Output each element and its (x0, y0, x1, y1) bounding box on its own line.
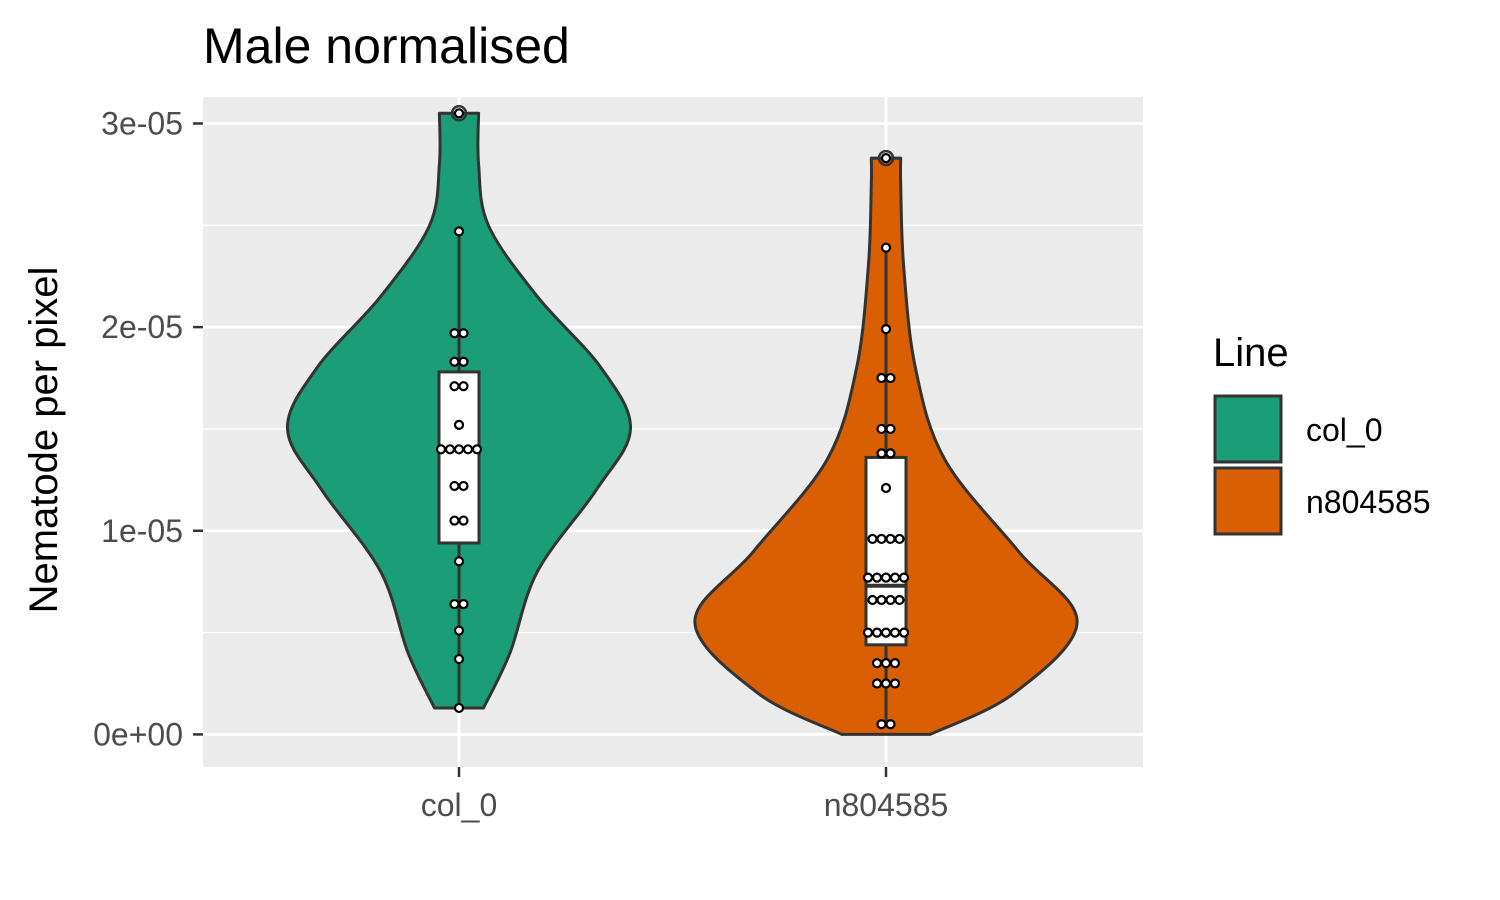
data-point (880, 482, 892, 494)
legend-key-col_0 (1213, 394, 1283, 464)
legend-label: col_0 (1306, 412, 1383, 448)
data-point (885, 423, 896, 435)
y-tick-label: 3e-05 (101, 105, 183, 141)
data-point (458, 515, 469, 526)
legend-key-n804585 (1213, 466, 1283, 536)
data-point (449, 480, 460, 492)
data-point (894, 533, 905, 545)
data-point (449, 328, 460, 339)
data-point (876, 448, 887, 459)
data-point (453, 625, 465, 636)
legend-title: Line (1213, 331, 1289, 375)
data-point (871, 627, 883, 638)
data-point (458, 480, 469, 492)
data-point (862, 572, 874, 583)
data-point (453, 556, 465, 567)
data-point (880, 627, 892, 638)
max-point-ring (877, 149, 895, 167)
data-point (867, 594, 878, 606)
data-point (880, 324, 892, 335)
data-point (453, 653, 465, 665)
data-point (458, 328, 469, 339)
data-point (449, 598, 460, 610)
data-point (449, 356, 460, 367)
y-axis: 0e+00 1e-05 2e-05 3e-05 (93, 105, 203, 752)
series-col_0 (285, 105, 633, 714)
data-point (885, 448, 896, 459)
data-point (889, 658, 901, 669)
max-point-ring (450, 105, 468, 122)
data-point (453, 702, 465, 714)
x-tick-label: col_0 (421, 787, 498, 823)
chart-title: Male normalised (203, 18, 570, 74)
data-point (894, 594, 905, 606)
y-axis-title: Nematode per pixel (22, 267, 66, 614)
data-point (876, 423, 887, 435)
data-point (885, 719, 896, 730)
y-tick-label: 0e+00 (93, 716, 183, 752)
data-point (876, 533, 887, 545)
x-tick-label: n804585 (824, 787, 949, 823)
data-point (471, 444, 483, 455)
data-point (453, 108, 465, 119)
data-point (871, 572, 883, 583)
data-point (885, 372, 896, 384)
box (437, 370, 481, 545)
data-point (880, 242, 892, 253)
data-point (435, 444, 447, 455)
data-point (885, 533, 896, 545)
data-point (889, 572, 901, 583)
y-tick-label: 2e-05 (101, 309, 183, 345)
data-point (449, 515, 460, 526)
data-point (453, 226, 465, 237)
legend-label: n804585 (1306, 484, 1431, 520)
data-point (889, 678, 901, 689)
data-point (889, 627, 901, 638)
data-point (462, 444, 474, 455)
x-axis: col_0 n804585 (421, 767, 949, 823)
data-point (453, 444, 465, 455)
data-point (898, 572, 910, 583)
data-point (871, 658, 883, 669)
data-point (453, 419, 465, 430)
data-point (449, 381, 460, 392)
data-point (867, 533, 878, 545)
data-point (871, 678, 883, 689)
data-point (444, 444, 456, 455)
data-point (880, 572, 892, 583)
series-n804585 (693, 149, 1079, 736)
plot-panel (203, 97, 1143, 767)
data-point (885, 594, 896, 606)
data-point (862, 627, 874, 638)
data-point (880, 678, 892, 689)
data-point (876, 594, 887, 606)
legend: Line col_0 n804585 (1213, 331, 1431, 536)
data-point (880, 152, 892, 164)
y-tick-label: 1e-05 (101, 513, 183, 549)
data-point (458, 356, 469, 367)
data-point (458, 598, 469, 610)
data-point (458, 381, 469, 392)
data-point (880, 658, 892, 669)
data-point (876, 719, 887, 730)
data-point (876, 372, 887, 384)
data-point (898, 627, 910, 638)
